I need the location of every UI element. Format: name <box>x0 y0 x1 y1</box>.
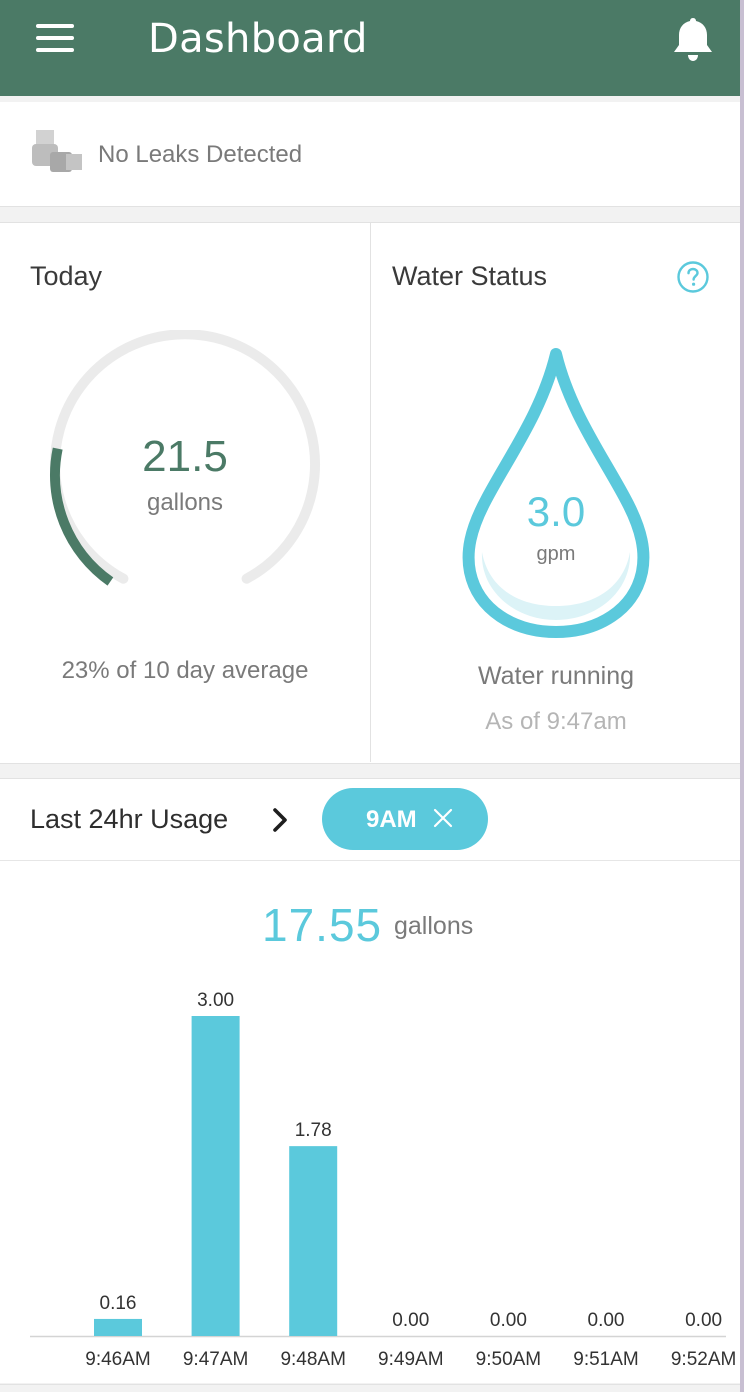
gauge-progress <box>49 447 114 586</box>
usage-bar-chart: 0.16 9:46AM 3.00 9:47AM 1.78 9:48AM 0.00 9:49AM… <box>30 990 736 1370</box>
time-filter-chip[interactable]: 9AM <box>322 788 488 850</box>
today-usage-gauge <box>49 330 320 586</box>
usage-bar[interactable] <box>191 1016 240 1336</box>
water-status-text: Water running <box>477 662 635 690</box>
stats-divider <box>370 222 371 762</box>
today-gallons-unit: gallons <box>146 489 224 516</box>
page-title: Dashboard <box>148 16 368 62</box>
leak-status-text: No Leaks Detected <box>98 141 303 168</box>
water-status-timestamp: As of 9:47am <box>485 708 627 735</box>
x-tick-label: 9:50AM <box>476 1349 541 1370</box>
usage-card <box>0 778 740 1383</box>
bar-value-label: 0.00 <box>392 1310 429 1331</box>
usage-total-unit: gallons <box>394 912 474 940</box>
usage-divider <box>0 860 740 861</box>
bar-value-label: 0.00 <box>490 1310 527 1331</box>
x-tick-label: 9:47AM <box>183 1349 248 1370</box>
bar-value-label: 3.00 <box>197 990 234 1011</box>
today-title: Today <box>30 261 103 291</box>
usage-title[interactable]: Last 24hr Usage <box>30 804 229 834</box>
x-tick-label: 9:48AM <box>280 1349 345 1370</box>
today-gallons-value: 21.5 <box>142 432 228 481</box>
water-status-title: Water Status <box>392 261 548 291</box>
x-tick-label: 9:51AM <box>573 1349 638 1370</box>
notifications-button[interactable] <box>670 14 716 64</box>
window-edge <box>740 0 744 1392</box>
leak-status-card[interactable] <box>0 102 740 207</box>
usage-total-value: 17.55 <box>262 899 383 951</box>
question-circle-icon[interactable] <box>676 260 710 294</box>
time-filter-label: 9AM <box>366 806 417 833</box>
app-bar: Dashboard <box>0 0 740 96</box>
pipe-icon <box>32 130 82 172</box>
bar-value-label: 1.78 <box>295 1120 332 1141</box>
usage-bar[interactable] <box>94 1318 142 1336</box>
flow-rate-value: 3.0 <box>526 488 586 535</box>
flow-rate-unit: gpm <box>536 543 576 565</box>
bar-value-label: 0.00 <box>588 1310 625 1331</box>
close-icon[interactable] <box>432 807 454 829</box>
water-drop-icon <box>462 348 650 638</box>
usage-bar[interactable] <box>289 1146 338 1336</box>
chevron-right-icon[interactable] <box>268 804 294 836</box>
today-average-text: 23% of 10 day average <box>61 657 309 684</box>
bottom-divider <box>0 1384 740 1385</box>
hamburger-menu-icon <box>36 24 74 28</box>
x-tick-label: 9:49AM <box>378 1349 443 1370</box>
x-tick-label: 9:52AM <box>671 1349 736 1370</box>
x-tick-label: 9:46AM <box>85 1349 150 1370</box>
bar-value-label: 0.16 <box>100 1293 137 1314</box>
bar-value-label: 0.00 <box>685 1310 722 1331</box>
bell-icon <box>674 18 712 61</box>
menu-button[interactable] <box>36 24 76 54</box>
